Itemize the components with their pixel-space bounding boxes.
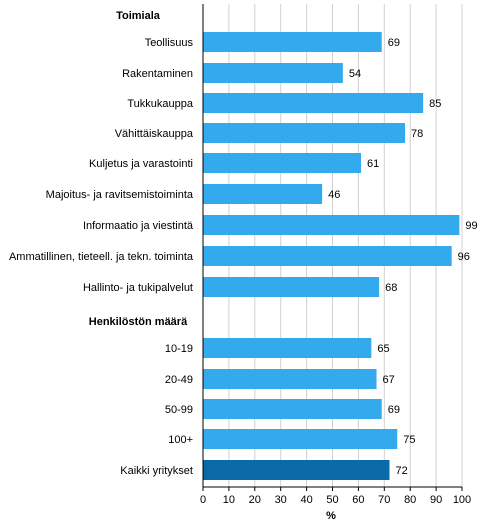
value-label: 46 [328, 189, 340, 201]
bar [203, 369, 377, 389]
bar [203, 215, 460, 235]
x-axis: 0 10 20 30 40 50 60 70 80 90 100% [200, 4, 471, 522]
value-label: 99 [465, 220, 477, 232]
category-label: Ammatillinen, tieteell. ja tekn. toimint… [9, 251, 194, 263]
bar [203, 399, 382, 419]
x-tick-label: 50 [326, 494, 338, 506]
value-label: 61 [367, 158, 379, 170]
bar [203, 277, 380, 297]
value-label: 54 [349, 68, 361, 80]
category-label: Kuljetus ja varastointi [89, 158, 193, 170]
gridlines [228, 4, 463, 487]
x-tick-label: 0 [200, 494, 206, 506]
x-tick-label: 30 [275, 494, 287, 506]
bar [203, 123, 406, 143]
x-tick-label: 100 [453, 494, 471, 506]
category-label: 50-99 [165, 404, 193, 416]
x-tick-label: 10 [223, 494, 235, 506]
bar [203, 93, 424, 113]
x-tick-label: 20 [249, 494, 261, 506]
category-label: Tukkukauppa [127, 98, 194, 110]
value-label: 75 [403, 434, 415, 446]
value-labels: 69 54 85 78 61 46 99 96 68 65 67 69 75 72 [328, 37, 478, 477]
group-header: Toimiala [116, 10, 161, 22]
value-label: 96 [458, 251, 470, 263]
x-tick-label: 70 [378, 494, 390, 506]
category-label: Vähittäiskauppa [115, 128, 194, 140]
group-header: Henkilöstön määrä [89, 316, 188, 328]
bar [203, 63, 343, 83]
value-label: 72 [395, 465, 407, 477]
bar [203, 246, 452, 266]
category-label: Teollisuus [145, 37, 194, 49]
value-label: 68 [385, 282, 397, 294]
bar [203, 184, 323, 204]
x-tick-label: 40 [300, 494, 312, 506]
category-label: Informaatio ja viestintä [83, 220, 194, 232]
x-tick-label: 80 [404, 494, 416, 506]
value-label: 85 [429, 98, 441, 110]
x-axis-label: % [326, 510, 336, 522]
value-label: 78 [411, 128, 423, 140]
category-labels: Toimiala Teollisuus Rakentaminen Tukkukaupp… [9, 10, 194, 477]
category-label: Majoitus- ja ravitsemistoiminta [46, 189, 194, 201]
bar [203, 153, 361, 173]
x-tick-label: 60 [352, 494, 364, 506]
bar [203, 32, 382, 52]
category-label: 10-19 [165, 343, 193, 355]
value-label: 69 [388, 37, 400, 49]
value-label: 67 [383, 374, 395, 386]
category-label: Rakentaminen [122, 68, 193, 80]
category-label: 100+ [168, 434, 193, 446]
category-label: Kaikki yritykset [120, 465, 193, 477]
bar [203, 460, 390, 480]
category-label: Hallinto- ja tukipalvelut [83, 282, 193, 294]
value-label: 65 [377, 343, 389, 355]
bars [203, 32, 460, 480]
value-label: 69 [388, 404, 400, 416]
category-label: 20-49 [165, 374, 193, 386]
bar [203, 429, 398, 449]
bar [203, 338, 372, 358]
x-tick-label: 90 [430, 494, 442, 506]
